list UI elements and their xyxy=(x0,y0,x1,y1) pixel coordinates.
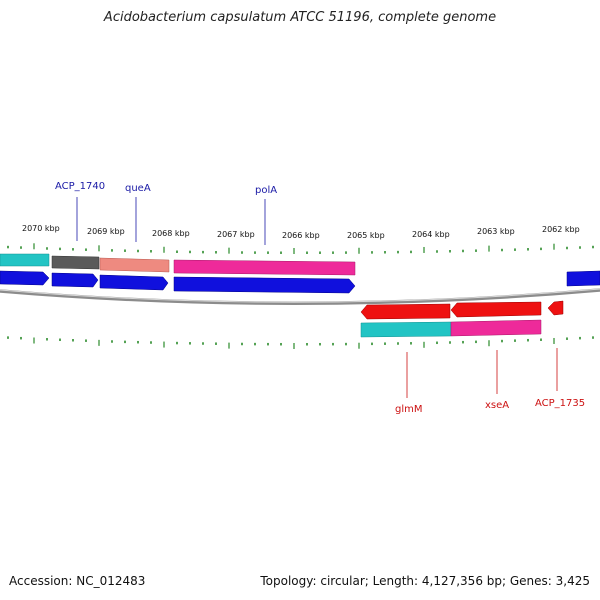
gene-label-glmM: glmM xyxy=(395,404,423,415)
feature-salmon-block xyxy=(99,257,170,273)
scale-label: 2063 kbp xyxy=(477,227,515,236)
genome-backbone-highlight xyxy=(0,288,600,303)
gene-label-xseA: xseA xyxy=(485,400,509,411)
scale-label: 2067 kbp xyxy=(217,230,255,239)
gene-label-polA: polA xyxy=(255,185,277,196)
genome-backbone xyxy=(0,288,600,305)
scale-label: 2062 kbp xyxy=(542,225,580,234)
forward-cds-arrow xyxy=(99,274,169,291)
scale-labels: 2070 kbp 2069 kbp 2068 kbp 2067 kbp 2066… xyxy=(22,224,580,240)
genome-summary-text: Topology: circular; Length: 4,127,356 bp… xyxy=(260,574,590,588)
forward-cds-row xyxy=(0,270,356,294)
feature-pink-block xyxy=(450,319,542,337)
map-title: Acidobacterium capsulatum ATCC 51196, co… xyxy=(103,10,497,25)
scale-label: 2069 kbp xyxy=(87,227,125,236)
reverse-cds-arrow xyxy=(360,303,451,320)
gene-label-queA: queA xyxy=(125,183,151,194)
reverse-cds-arrow xyxy=(547,300,564,316)
forward-cds-arrow xyxy=(0,270,50,286)
scale-label: 2070 kbp xyxy=(22,224,60,233)
scale-label: 2064 kbp xyxy=(412,230,450,239)
gene-label-ACP_1735: ACP_1735 xyxy=(535,398,585,409)
scale-label: 2065 kbp xyxy=(347,231,385,240)
reverse-function-row xyxy=(360,319,542,338)
outer-tick-ring xyxy=(7,243,594,254)
feature-gray-block xyxy=(51,255,100,270)
gene-label-ACP_1740: ACP_1740 xyxy=(55,181,105,192)
forward-gene-labels: ACP_1740 queA polA xyxy=(55,181,277,245)
feature-blue-block-right xyxy=(566,270,600,287)
feature-cyan-block xyxy=(0,253,50,267)
reverse-cds-arrow xyxy=(450,301,542,318)
forward-cds-arrow xyxy=(173,276,356,294)
reverse-gene-labels: glmM xseA ACP_1735 xyxy=(395,348,585,415)
scale-label: 2066 kbp xyxy=(282,231,320,240)
reverse-cds-row xyxy=(360,300,564,320)
feature-cyan-block xyxy=(360,321,452,338)
forward-cds-arrow xyxy=(51,272,99,288)
feature-pink-block xyxy=(173,259,356,276)
accession-text: Accession: NC_012483 xyxy=(9,574,146,588)
forward-function-row xyxy=(0,253,600,287)
inner-tick-ring xyxy=(7,336,594,349)
scale-label: 2068 kbp xyxy=(152,229,190,238)
